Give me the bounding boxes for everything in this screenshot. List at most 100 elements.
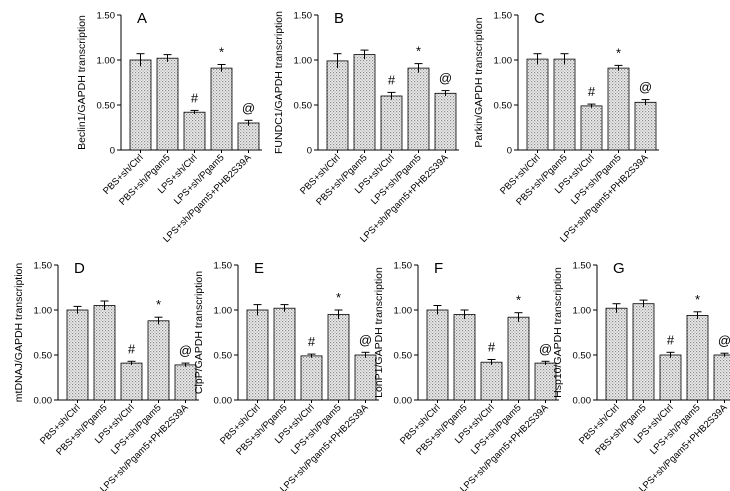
y-axis-label: Beclin1/GAPDH transcription <box>76 15 88 150</box>
bar <box>634 101 657 151</box>
y-tick-label: 0.50 <box>34 351 53 362</box>
significance-mark: @ <box>179 343 192 358</box>
panel: 0 0.50 1.00 1.50 Parkin/GAPDH transcription C… <box>473 10 659 245</box>
y-tick-label: 1.50 <box>97 11 116 22</box>
bar <box>580 105 603 151</box>
panel-label: B <box>334 10 344 27</box>
y-axis-label: Parkin/GAPDH transcription <box>473 17 485 147</box>
y-tick-label: 1.50 <box>214 261 233 272</box>
y-tick-label: 1.00 <box>97 56 116 67</box>
significance-mark: # <box>388 72 396 87</box>
bar <box>686 314 709 401</box>
panel-label: D <box>74 260 85 277</box>
significance-mark: @ <box>539 341 552 356</box>
significance-mark: * <box>336 290 341 305</box>
bar <box>453 314 476 401</box>
y-tick-label: 1.00 <box>394 306 413 317</box>
bar <box>147 320 170 401</box>
bar <box>553 58 576 151</box>
panel: 0.00 0.50 1.00 1.50 Hsp10/GAPDH transcriptio… <box>552 260 730 491</box>
bar <box>93 305 116 401</box>
y-axis-label: LonP1/GAPDH transcription <box>373 267 385 398</box>
significance-mark: @ <box>639 80 652 95</box>
panel-label: A <box>137 10 147 27</box>
bar <box>607 67 630 151</box>
y-axis-label: FUNDC1/GAPDH transcription <box>273 11 285 154</box>
panel-label: G <box>613 260 625 277</box>
y-tick-label: 0 <box>307 146 312 157</box>
bar <box>632 303 655 401</box>
panel: 0.00 0.50 1.00 1.50 LonP1/GAPDH transcriptio… <box>373 260 559 491</box>
significance-mark: * <box>156 297 161 312</box>
bar <box>426 309 449 401</box>
y-tick-label: 0.50 <box>494 101 513 112</box>
y-tick-label: 0.00 <box>573 396 592 407</box>
bar <box>407 67 430 151</box>
panel: 0.00 0.50 1.00 1.50 ClpP/GAPDH transcription… <box>193 260 379 491</box>
significance-mark: # <box>588 84 596 99</box>
panel: 0 0.50 1.00 1.50 Beclin1/GAPDH transcription… <box>76 10 262 245</box>
bar <box>237 122 260 151</box>
y-tick-label: 0.00 <box>34 396 53 407</box>
significance-mark: * <box>695 292 700 307</box>
y-tick-label: 0.00 <box>394 396 413 407</box>
significance-mark: @ <box>439 71 452 86</box>
significance-mark: @ <box>242 100 255 115</box>
y-axis-label: ClpP/GAPDH transcription <box>193 271 205 394</box>
y-tick-label: 0.50 <box>573 351 592 362</box>
bar <box>713 354 730 401</box>
bar <box>120 362 143 401</box>
bar <box>380 95 403 151</box>
bar <box>507 316 530 401</box>
significance-mark: * <box>219 45 224 60</box>
y-tick-label: 1.50 <box>494 11 513 22</box>
y-tick-label: 0 <box>110 146 115 157</box>
y-tick-label: 1.00 <box>214 306 233 317</box>
bar <box>300 355 323 401</box>
significance-mark: * <box>616 45 621 60</box>
y-tick-label: 1.50 <box>294 11 313 22</box>
y-tick-label: 0.50 <box>394 351 413 362</box>
y-tick-label: 1.00 <box>573 306 592 317</box>
bar <box>246 309 269 401</box>
significance-mark: # <box>667 332 675 347</box>
y-tick-label: 0.50 <box>214 351 233 362</box>
significance-mark: # <box>191 90 199 105</box>
bar <box>156 57 179 151</box>
bar <box>183 111 206 151</box>
y-axis-label: mtDNAJ/GAPDH transcription <box>13 263 25 403</box>
significance-mark: @ <box>718 333 730 348</box>
y-tick-label: 0.50 <box>97 101 116 112</box>
significance-mark: # <box>308 334 316 349</box>
significance-mark: @ <box>359 332 372 347</box>
y-tick-label: 1.50 <box>34 261 53 272</box>
bar <box>353 54 376 151</box>
y-tick-label: 0.50 <box>294 101 313 112</box>
panel-label: E <box>254 260 264 277</box>
bar <box>326 60 349 151</box>
panel-label: C <box>534 10 545 27</box>
panel: 0 0.50 1.00 1.50 FUNDC1/GAPDH transcription B… <box>273 10 459 245</box>
y-tick-label: 0 <box>507 146 512 157</box>
bar <box>659 354 682 401</box>
bar <box>605 307 628 401</box>
bar <box>327 314 350 401</box>
y-tick-label: 1.00 <box>34 306 53 317</box>
y-tick-label: 1.00 <box>294 56 313 67</box>
bar <box>273 307 296 401</box>
significance-mark: # <box>488 340 496 355</box>
significance-mark: * <box>516 293 521 308</box>
y-tick-label: 1.50 <box>573 261 592 272</box>
significance-mark: # <box>128 341 136 356</box>
bar <box>129 59 152 151</box>
y-tick-label: 0.00 <box>214 396 233 407</box>
bar <box>526 58 549 151</box>
bar <box>480 361 503 401</box>
bar <box>434 92 457 151</box>
panel: 0.00 0.50 1.00 1.50 mtDNAJ/GAPDH transcripti… <box>13 260 199 491</box>
bar <box>210 67 233 151</box>
y-axis-label: Hsp10/GAPDH transcription <box>552 267 564 398</box>
panel-label: F <box>434 260 443 277</box>
